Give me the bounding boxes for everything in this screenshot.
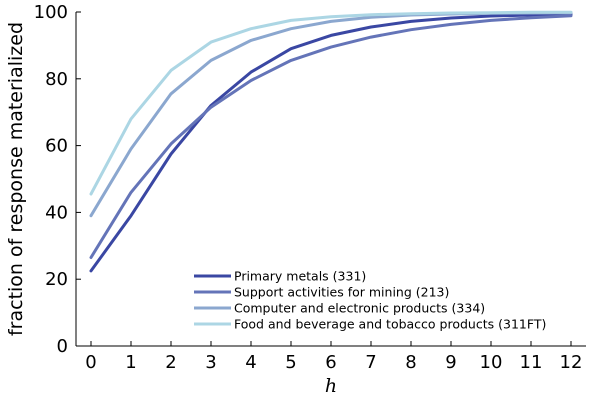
y-tick-label: 40 xyxy=(45,202,68,223)
legend-label: Primary metals (331) xyxy=(234,269,366,284)
x-tick-label: 2 xyxy=(165,352,176,373)
y-axis-title: fraction of response materialized xyxy=(5,22,27,336)
series-line xyxy=(89,10,573,196)
x-tick-label: 9 xyxy=(445,352,456,373)
x-tick-label: 1 xyxy=(125,352,136,373)
series-line xyxy=(89,11,573,218)
x-tick-label: 12 xyxy=(560,352,583,373)
x-tick-label: 11 xyxy=(520,352,543,373)
x-tick-label: 6 xyxy=(325,352,336,373)
x-tick-label: 4 xyxy=(245,352,256,373)
legend-label: Computer and electronic products (334) xyxy=(234,301,485,316)
x-tick-label: 8 xyxy=(405,352,416,373)
series-line xyxy=(89,12,573,273)
legend: Primary metals (331)Support activities f… xyxy=(194,269,546,332)
x-axis-title: h xyxy=(325,375,337,397)
x-tick-label: 10 xyxy=(480,352,503,373)
x-ticks: 0 1 2 3 4 5 6 7 8 9 10 11 12 xyxy=(85,341,582,373)
x-tick-label: 3 xyxy=(205,352,216,373)
y-tick-label: 100 xyxy=(34,2,68,23)
y-tick-label: 80 xyxy=(45,69,68,90)
x-tick-label: 7 xyxy=(365,352,376,373)
legend-label: Support activities for mining (213) xyxy=(234,285,449,300)
series-line xyxy=(89,14,573,259)
legend-label: Food and beverage and tobacco products (… xyxy=(234,317,546,332)
x-tick-label: 0 xyxy=(85,352,96,373)
y-tick-label: 60 xyxy=(45,136,68,157)
x-tick-label: 5 xyxy=(285,352,296,373)
y-tick-label: 20 xyxy=(45,269,68,290)
y-tick-label: 0 xyxy=(57,336,68,357)
y-ticks: 0 20 40 60 80 100 xyxy=(34,2,81,357)
series-layer xyxy=(89,10,573,273)
